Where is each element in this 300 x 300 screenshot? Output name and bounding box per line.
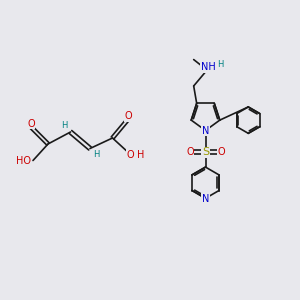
Text: H: H: [93, 150, 100, 159]
Text: NH: NH: [201, 62, 215, 72]
Text: H: H: [61, 122, 67, 130]
Text: HO: HO: [16, 155, 31, 166]
Text: O: O: [186, 147, 194, 157]
Text: N: N: [202, 194, 209, 204]
Text: O: O: [27, 119, 35, 129]
Text: N: N: [202, 125, 209, 136]
Text: O: O: [126, 149, 134, 160]
Text: S: S: [202, 147, 209, 157]
Text: H: H: [218, 60, 224, 69]
Text: H: H: [137, 149, 145, 160]
Text: O: O: [124, 111, 132, 122]
Text: O: O: [217, 147, 225, 157]
